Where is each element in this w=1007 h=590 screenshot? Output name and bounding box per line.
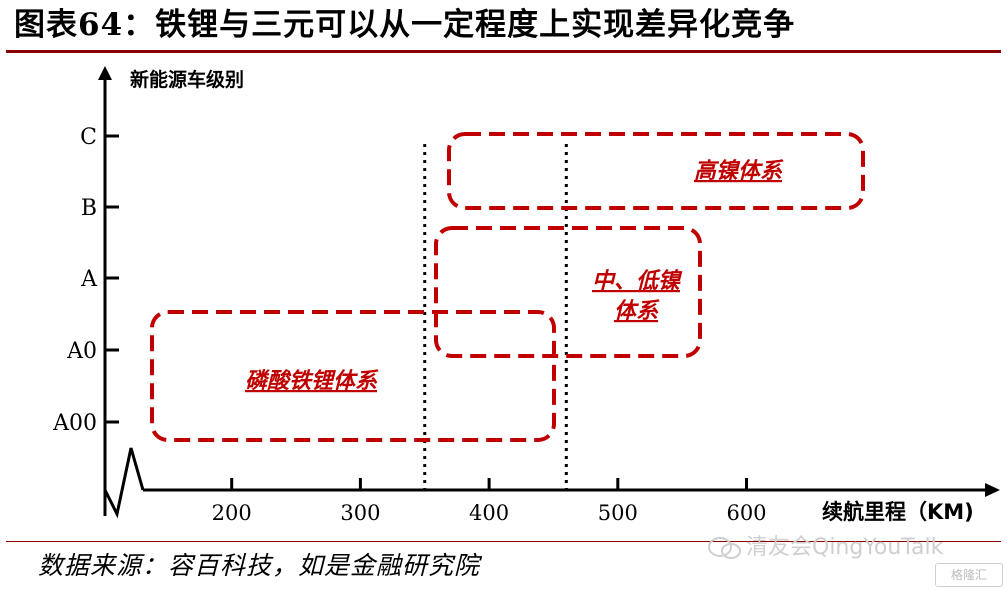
x-tick-label: 500 [598, 501, 638, 525]
region-label: 高镍体系 [694, 158, 784, 184]
gelonghui-logo: 格隆汇 [935, 563, 1003, 587]
x-tick-label: 300 [340, 501, 380, 525]
wechat-icon [706, 535, 746, 561]
y-tick-label: B [81, 196, 97, 221]
region-label: 体系 [614, 298, 660, 324]
x-axis-arrow [985, 483, 1000, 497]
x-tick-label: 400 [469, 501, 509, 525]
axis-break-mark [103, 447, 145, 519]
source-note: 数据来源：容百科技，如是金融研究院 [38, 551, 481, 580]
region-box [447, 132, 865, 210]
y-tick-label: C [80, 125, 97, 150]
title-rule [6, 50, 1001, 53]
y-axis-label: 新能源车级别 [130, 68, 244, 91]
x-tick-label: 600 [726, 501, 766, 525]
region-label: 磷酸铁锂体系 [245, 368, 379, 394]
y-tick-label: A00 [52, 411, 97, 436]
x-tick-label: 200 [212, 501, 252, 525]
y-tick-label: A0 [66, 339, 97, 364]
tick-labels: A00 A0 A B C 200 300 400 500 600 [52, 125, 766, 525]
region-box [434, 226, 702, 358]
watermark-text: 清友会QingYouTalk [746, 535, 944, 560]
x-axis-label: 续航里程（KM) [822, 500, 974, 524]
vertical-dotted-lines [423, 144, 568, 490]
y-axis-arrow [98, 66, 112, 80]
page-title: 图表64：铁锂与三元可以从一定程度上实现差异化竞争 [14, 7, 796, 43]
y-tick-label: A [80, 267, 98, 292]
bottom-rule [6, 541, 1001, 542]
watermark: 清友会QingYouTalk [706, 529, 943, 561]
region-box [150, 310, 556, 442]
region-label: 中、低镍 [592, 268, 683, 294]
